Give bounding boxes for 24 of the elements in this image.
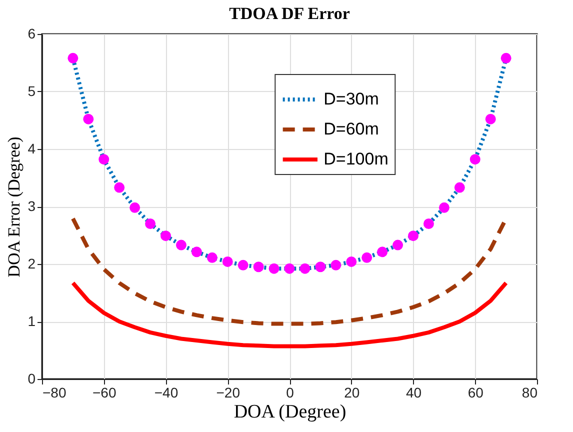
line-series xyxy=(70,216,508,326)
y-tick-label: 2 xyxy=(28,256,36,272)
y-tick-label: 4 xyxy=(28,140,36,156)
x-axis-title: DOA (Degree) xyxy=(234,402,346,422)
line-series xyxy=(70,280,508,348)
y-tick-label: 6 xyxy=(28,26,36,42)
y-tick-label: 3 xyxy=(28,198,36,214)
x-tick-label: 80 xyxy=(522,384,538,400)
x-tick-label: 20 xyxy=(344,384,360,400)
x-tick-label: 40 xyxy=(406,384,422,400)
chart-title: TDOA DF Error xyxy=(229,4,350,23)
x-tick-label: 0 xyxy=(286,384,294,400)
y-axis-title: DOA Error (Degree) xyxy=(4,136,24,278)
legend-label: D=30m xyxy=(324,90,379,108)
x-tick-label: 60 xyxy=(468,384,484,400)
legend-label: D=60m xyxy=(324,120,379,138)
y-tick-label: 1 xyxy=(28,313,36,329)
y-tick-label: 5 xyxy=(28,83,36,99)
x-tick-label: −60 xyxy=(92,384,116,400)
y-tick-label: 0 xyxy=(28,370,36,386)
x-tick-label: −20 xyxy=(216,384,240,400)
x-tick-label: −80 xyxy=(42,384,66,400)
x-tick-label: −40 xyxy=(154,384,178,400)
legend-label: D=100m xyxy=(324,150,388,168)
